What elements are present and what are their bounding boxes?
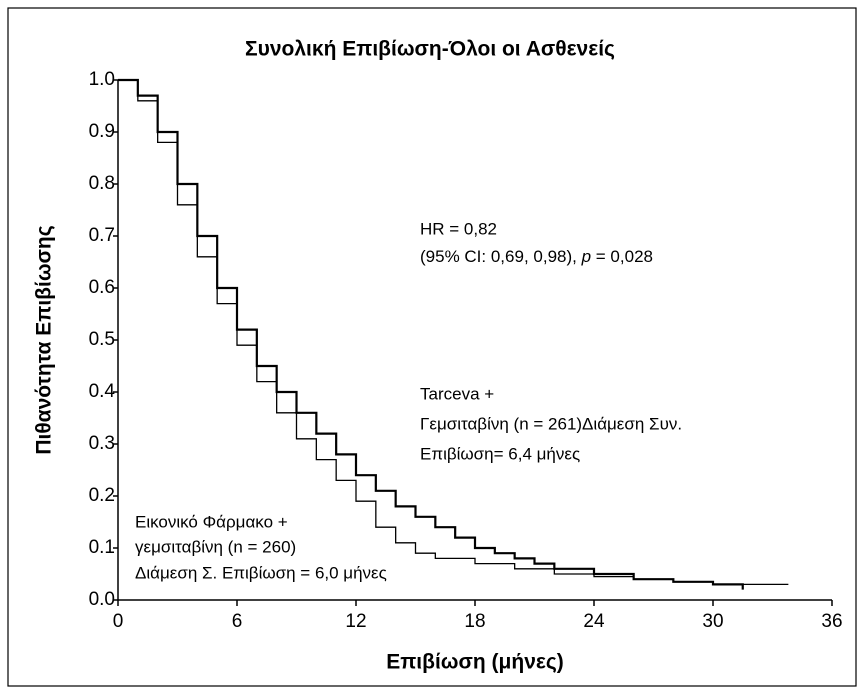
survival-curve (118, 79, 789, 586)
y-tick-label: 0.6 (89, 277, 115, 298)
frame (7, 7, 857, 687)
x-axis-title: Επιβίωση (μήνες) (386, 651, 564, 674)
annotation: Επιβίωση= 6,4 μήνες (420, 444, 580, 463)
x-tick-label: 0 (113, 611, 124, 632)
survival-curve (118, 78, 744, 590)
x-tick-label: 24 (583, 611, 605, 632)
x-tick-label: 30 (702, 611, 723, 632)
y-axis-title: Πιθανότητα Επιβίωσης (33, 225, 56, 454)
y-tick-label: 0.5 (89, 329, 115, 350)
y-tick-label: 0.2 (89, 485, 115, 506)
annotation: γεμσιταβίνη (n = 260) (135, 537, 296, 556)
x-tick-label: 18 (464, 611, 485, 632)
annotation: HR = 0,82 (420, 219, 497, 238)
annotation-part: (95% CI: 0,69, 0,98), (420, 247, 582, 266)
y-tick-label: 0.7 (89, 225, 115, 246)
y-tick-label: 0.4 (89, 381, 116, 402)
y-tick-label: 1.0 (89, 69, 115, 90)
annotation: Γεμσιταβίνη (n = 261)Διάμεση Συν. (420, 414, 682, 433)
y-tick-label: 0.0 (89, 589, 115, 610)
annotation: (95% CI: 0,69, 0,98), p = 0,028 (420, 247, 653, 266)
chart-title: Συνολική Επιβίωση-Όλοι οι Ασθενείς (245, 38, 615, 61)
x-tick-label: 12 (345, 611, 366, 632)
annotation-part: = 0,028 (591, 247, 653, 266)
y-tick-label: 0.3 (89, 433, 115, 454)
annotation: Εικονικό Φάρμακο + (135, 512, 288, 531)
y-tick-label: 0.9 (89, 121, 115, 142)
x-tick-label: 36 (821, 611, 842, 632)
y-tick-label: 0.8 (89, 173, 115, 194)
annotation: Διάμεση Σ. Επιβίωση = 6,0 μήνες (135, 563, 387, 582)
y-tick-label: 0.1 (89, 537, 115, 558)
annotation: Tarceva + (420, 384, 494, 403)
x-tick-label: 6 (232, 611, 243, 632)
annotation-part: p (581, 247, 591, 266)
